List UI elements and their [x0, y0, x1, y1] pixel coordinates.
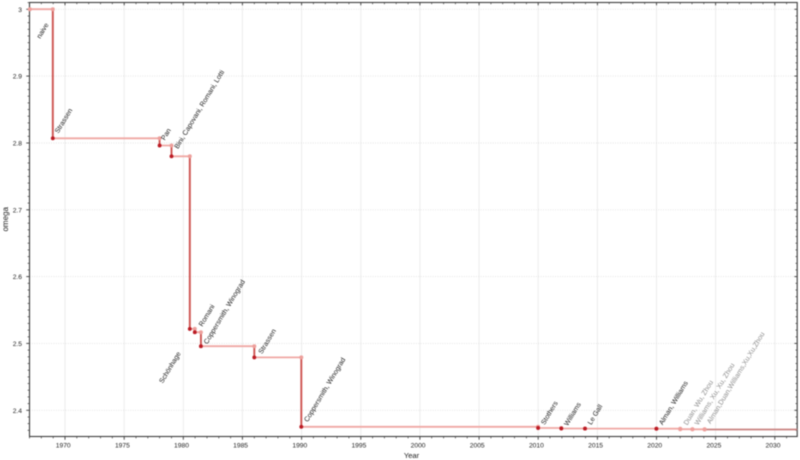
- svg-text:2.5: 2.5: [13, 341, 23, 348]
- svg-text:omega: omega: [1, 207, 10, 232]
- svg-text:1995: 1995: [351, 443, 366, 450]
- svg-text:2020: 2020: [647, 443, 662, 450]
- svg-text:2025: 2025: [706, 443, 721, 450]
- svg-text:2.7: 2.7: [13, 207, 23, 214]
- svg-text:2000: 2000: [411, 443, 426, 450]
- svg-text:2.8: 2.8: [13, 141, 23, 148]
- svg-text:2.9: 2.9: [13, 74, 23, 81]
- svg-text:3: 3: [18, 7, 22, 14]
- svg-text:2010: 2010: [529, 443, 544, 450]
- svg-text:1975: 1975: [115, 443, 130, 450]
- svg-text:1970: 1970: [56, 443, 71, 450]
- svg-text:1990: 1990: [292, 443, 307, 450]
- svg-text:1980: 1980: [174, 443, 189, 450]
- svg-text:2030: 2030: [766, 443, 781, 450]
- svg-text:2015: 2015: [588, 443, 603, 450]
- svg-text:2.6: 2.6: [13, 274, 23, 281]
- svg-text:2005: 2005: [470, 443, 485, 450]
- svg-text:Year: Year: [404, 451, 420, 460]
- svg-text:1985: 1985: [233, 443, 248, 450]
- svg-text:2.4: 2.4: [13, 408, 23, 415]
